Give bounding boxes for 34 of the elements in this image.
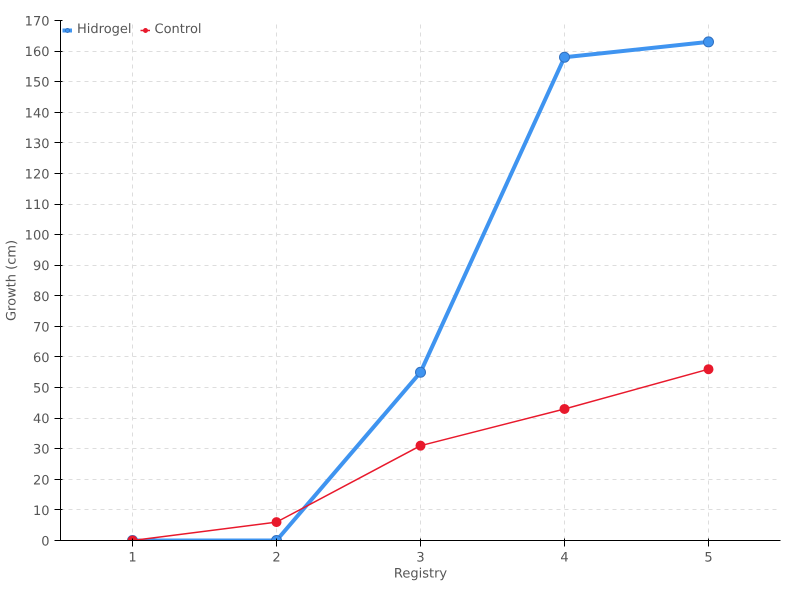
- y-tick-label: 140: [24, 106, 50, 122]
- y-tick-label: 0: [41, 534, 50, 550]
- legend-label: Control: [154, 22, 202, 37]
- point: [703, 36, 714, 48]
- point: [415, 366, 426, 378]
- legend-label: Hidrogel: [77, 22, 132, 37]
- point: [559, 52, 570, 63]
- y-tick-label: 170: [24, 14, 50, 30]
- x-tick-label: 2: [272, 550, 281, 566]
- y-tick-label: 30: [32, 442, 50, 458]
- y-tick-label: 20: [32, 473, 50, 488]
- x-tick-label: 1: [128, 550, 137, 566]
- y-tick-label: 120: [24, 167, 50, 182]
- x-tick-label: 3: [416, 550, 425, 566]
- x-axis-title: Registry: [394, 566, 448, 582]
- y-tick-label: 50: [32, 382, 50, 397]
- y-tick-label: 80: [32, 290, 50, 305]
- y-tick-label: 40: [32, 412, 50, 428]
- y-tick-label: 110: [24, 198, 50, 214]
- y-axis-title: Growth (cm): [4, 240, 20, 322]
- y-tick-label: 150: [24, 76, 50, 91]
- point: [272, 517, 282, 528]
- x-tick-label: 5: [704, 550, 713, 566]
- y-tick-label: 10: [32, 504, 50, 519]
- point: [704, 364, 714, 374]
- x-tick-label: 4: [560, 550, 569, 566]
- y-tick-label: 60: [32, 350, 50, 366]
- y-tick-label: 70: [32, 320, 50, 336]
- y-tick-label: 160: [24, 45, 50, 60]
- y-tick-label: 130: [24, 136, 50, 152]
- y-tick-label: 90: [32, 259, 50, 274]
- point: [416, 440, 426, 451]
- point: [560, 404, 570, 414]
- y-tick-label: 100: [24, 228, 50, 244]
